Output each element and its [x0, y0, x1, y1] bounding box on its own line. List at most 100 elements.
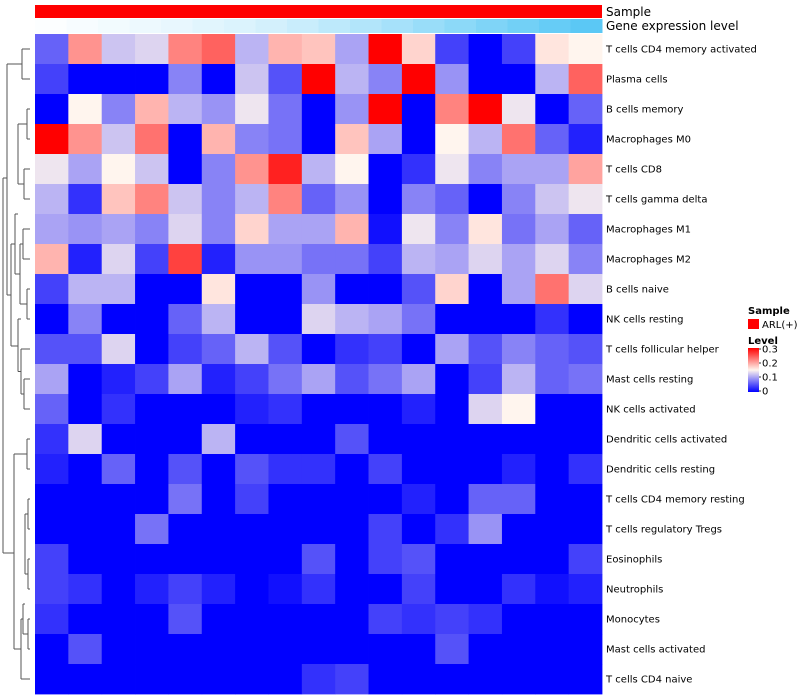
heatmap-cell — [535, 124, 570, 155]
heatmap-cell — [135, 634, 169, 665]
heatmap-cell — [335, 274, 369, 305]
heatmap-cell — [301, 574, 336, 605]
heatmap-cell — [335, 214, 369, 245]
heatmap-cell — [135, 544, 169, 575]
expression-bar-cell — [570, 19, 603, 33]
heatmap-cell — [268, 304, 303, 335]
heatmap-cell — [301, 64, 336, 95]
heatmap-cell — [168, 304, 203, 335]
heatmap-cell — [335, 664, 369, 695]
heatmap-cell — [201, 274, 236, 305]
row-label: Macrophages M0 — [606, 135, 691, 146]
heatmap-cell — [501, 184, 536, 215]
row-label: B cells naive — [606, 285, 669, 296]
heatmap-cell — [435, 214, 469, 245]
heatmap-cell — [168, 424, 203, 455]
heatmap-cell — [301, 394, 336, 425]
row-label: B cells memory — [606, 105, 683, 116]
heatmap-cell — [535, 184, 570, 215]
heatmap-cell — [68, 544, 103, 575]
heatmap-cell — [401, 214, 436, 245]
heatmap-cell — [501, 634, 536, 665]
heatmap-cell — [101, 604, 136, 635]
heatmap-cell — [535, 214, 570, 245]
heatmap-cell — [468, 364, 503, 395]
heatmap-cell — [35, 364, 69, 395]
heatmap-cell — [335, 574, 369, 605]
expression-bar-cell — [66, 19, 99, 33]
heatmap-cell — [35, 274, 69, 305]
heatmap-cell — [101, 274, 136, 305]
heatmap-cell — [135, 454, 169, 485]
heatmap-cell — [68, 394, 103, 425]
heatmap-cell — [468, 424, 503, 455]
heatmap-cell — [235, 154, 269, 185]
heatmap-cell — [101, 304, 136, 335]
heatmap-cell — [135, 484, 169, 515]
heatmap-cell — [68, 304, 103, 335]
expression-bar-cell — [35, 19, 67, 33]
heatmap-cell — [268, 424, 303, 455]
heatmap-cell — [201, 154, 236, 185]
heatmap-cell — [201, 454, 236, 485]
heatmap-cell — [268, 394, 303, 425]
heatmap-cell — [101, 664, 136, 695]
expression-bar-cell — [539, 19, 571, 33]
heatmap-cell — [135, 424, 169, 455]
heatmap-cell — [268, 334, 303, 365]
heatmap-cell — [435, 94, 469, 125]
heatmap-cell — [68, 634, 103, 665]
heatmap-cell — [535, 274, 570, 305]
heatmap-cell — [468, 394, 503, 425]
heatmap-cell — [135, 394, 169, 425]
heatmap-cell — [468, 274, 503, 305]
row-label: Plasma cells — [606, 75, 668, 86]
heatmap-cell — [501, 514, 536, 545]
heatmap-cell — [368, 514, 403, 545]
heatmap-cell — [535, 424, 570, 455]
heatmap-cell — [368, 424, 403, 455]
heatmap-cell — [301, 664, 336, 695]
heatmap-cell — [468, 34, 503, 65]
heatmap-cell — [468, 304, 503, 335]
heatmap-cell — [201, 544, 236, 575]
heatmap-cell — [301, 184, 336, 215]
heatmap-cell — [68, 214, 103, 245]
heatmap-cell — [235, 34, 269, 65]
heatmap-cell — [501, 154, 536, 185]
heatmap-cell — [335, 484, 369, 515]
heatmap-cell — [401, 604, 436, 635]
heatmap-cell — [101, 244, 136, 275]
heatmap-cell — [401, 424, 436, 455]
heatmap-cell — [301, 94, 336, 125]
heatmap-cell — [301, 34, 336, 65]
heatmap-cell — [501, 244, 536, 275]
heatmap-cell — [68, 664, 103, 695]
heatmap-cell — [335, 154, 369, 185]
heatmap-cell — [268, 604, 303, 635]
heatmap-cell — [535, 664, 570, 695]
heatmap-cell — [35, 154, 69, 185]
heatmap-cell — [501, 124, 536, 155]
heatmap-cell — [168, 274, 203, 305]
expression-annotation-bar — [35, 19, 603, 33]
heatmap-cell — [368, 304, 403, 335]
heatmap-cell — [468, 664, 503, 695]
heatmap-cell — [368, 124, 403, 155]
heatmap-cell — [468, 244, 503, 275]
heatmap-cell — [201, 304, 236, 335]
heatmap-cell — [435, 514, 469, 545]
heatmap-cell — [268, 484, 303, 515]
heatmap-cell — [568, 334, 603, 365]
heatmap-cell — [468, 634, 503, 665]
heatmap-cell — [368, 64, 403, 95]
heatmap-cell — [468, 94, 503, 125]
heatmap-cell — [268, 154, 303, 185]
heatmap-cell — [535, 94, 570, 125]
legend-sample-swatch — [748, 319, 759, 329]
heatmap-cell — [235, 514, 269, 545]
heatmap-cell — [401, 34, 436, 65]
heatmap-cell — [235, 214, 269, 245]
heatmap-cell — [68, 94, 103, 125]
heatmap-cell — [568, 514, 603, 545]
